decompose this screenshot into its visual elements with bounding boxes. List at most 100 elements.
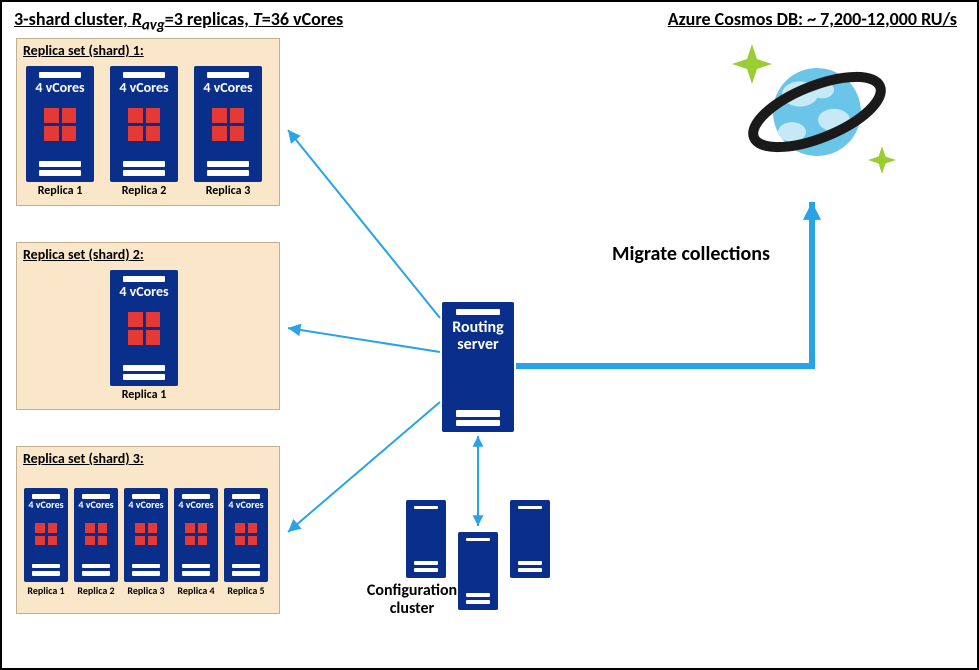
server-bottom-slots xyxy=(414,561,439,572)
header-left: 3-shard cluster, Ravg=3 replicas, T=36 v… xyxy=(14,8,343,35)
server-vcores-label: 4 vCores xyxy=(74,498,118,511)
server-vcores-label: 4 vCores xyxy=(194,79,262,96)
hl-rsub: avg xyxy=(142,17,165,35)
server-slot xyxy=(182,571,209,576)
shard3-replica-1: 4 vCoresReplica 1 xyxy=(24,488,68,597)
server-core-indicator xyxy=(35,536,45,546)
config-server-3 xyxy=(510,500,550,578)
shard3-replica-2: 4 vCoresReplica 2 xyxy=(74,488,118,597)
server-slot xyxy=(39,161,81,167)
server-core-indicator xyxy=(146,330,161,345)
server-core-indicator xyxy=(62,108,77,123)
server-core-indicator xyxy=(128,108,143,123)
server-core-indicator xyxy=(198,523,208,533)
server-vcores-label: 4 vCores xyxy=(124,498,168,511)
header-right: Azure Cosmos DB: ~ 7,200-12,000 RU/s xyxy=(668,8,957,30)
server-bottom-slots xyxy=(456,410,501,426)
server-body xyxy=(510,500,550,578)
server-core-grid xyxy=(128,312,161,345)
server-vcores-label: 4 vCores xyxy=(24,498,68,511)
replica-label: Replica 1 xyxy=(38,184,83,198)
hl-rvar: R xyxy=(132,8,142,30)
config-cluster-label: Configuration cluster xyxy=(342,582,482,617)
server-core-grid xyxy=(185,523,207,545)
server-body: 4 vCores xyxy=(194,66,262,182)
server-core-grid xyxy=(35,523,57,545)
replica-label: Replica 4 xyxy=(177,584,214,597)
shard2-title: Replica set (shard) 2: xyxy=(23,246,144,263)
server-body: 4 vCores xyxy=(110,66,178,182)
server-vcores-label: 4 vCores xyxy=(110,283,178,300)
server-core-indicator xyxy=(128,330,143,345)
server-slot xyxy=(456,410,501,417)
routing-line2: server xyxy=(457,335,498,354)
server-body xyxy=(406,500,446,578)
server-core-indicator xyxy=(98,536,108,546)
server-vcores-label: 4 vCores xyxy=(26,79,94,96)
diagram-canvas: 3-shard cluster, Ravg=3 replicas, T=36 v… xyxy=(0,0,979,670)
replica-label: Replica 1 xyxy=(122,388,167,402)
server-bottom-slots xyxy=(207,161,249,176)
server-slot xyxy=(123,365,165,371)
shard3-title: Replica set (shard) 3: xyxy=(23,450,144,467)
server-core-indicator xyxy=(248,523,258,533)
server-body: 4 vCores xyxy=(224,488,268,582)
server-core-indicator xyxy=(135,536,145,546)
hl-teq: =36 vCores xyxy=(262,8,343,30)
server-slot xyxy=(123,161,165,167)
server-core-indicator xyxy=(146,108,161,123)
server-vcores-label: 4 vCores xyxy=(224,498,268,511)
server-body: 4 vCores xyxy=(124,488,168,582)
server-top-slot xyxy=(414,506,439,510)
server-body: 4 vCores xyxy=(174,488,218,582)
replica-label: Replica 2 xyxy=(122,184,167,198)
server-bottom-slots xyxy=(518,561,543,572)
server-top-slot xyxy=(207,72,249,78)
server-core-indicator xyxy=(128,312,143,327)
server-core-indicator xyxy=(44,126,59,141)
server-top-slot xyxy=(123,72,165,78)
server-core-indicator xyxy=(148,536,158,546)
server-core-indicator xyxy=(198,536,208,546)
server-slot xyxy=(123,170,165,176)
server-core-indicator xyxy=(48,523,58,533)
server-slot xyxy=(414,568,439,572)
server-bottom-slots xyxy=(132,564,159,576)
server-core-indicator xyxy=(185,523,195,533)
server-core-grid xyxy=(85,523,107,545)
server-top-slot xyxy=(123,276,165,282)
server-slot xyxy=(82,571,109,576)
shard2-replica-1: 4 vCores Replica 1 xyxy=(110,270,178,402)
server-slot xyxy=(518,561,543,565)
server-bottom-slots xyxy=(82,564,109,576)
server-core-indicator xyxy=(44,108,59,123)
server-top-slot xyxy=(518,506,543,510)
shard1-replica-1: 4 vCores Replica 1 xyxy=(26,66,94,198)
server-core-indicator xyxy=(62,126,77,141)
server-core-indicator xyxy=(135,523,145,533)
replica-label: Replica 3 xyxy=(206,184,251,198)
server-slot xyxy=(456,420,501,427)
shard3-replica-5: 4 vCores Replica 5 xyxy=(224,488,268,597)
server-core-indicator xyxy=(212,108,227,123)
server-core-indicator xyxy=(146,126,161,141)
server-core-grid xyxy=(212,108,245,141)
server-core-indicator xyxy=(212,126,227,141)
replica-label: Replica 3 xyxy=(127,584,164,597)
server-slot xyxy=(207,170,249,176)
server-core-indicator xyxy=(85,523,95,533)
server-body: 4 vCores xyxy=(26,66,94,182)
hl-tvar: T xyxy=(253,8,262,30)
server-core-indicator xyxy=(146,312,161,327)
server-top-slot xyxy=(466,538,491,542)
server-core-grid xyxy=(44,108,77,141)
server-core-grid xyxy=(135,523,157,545)
server-core-indicator xyxy=(248,536,258,546)
migrate-label: Migrate collections xyxy=(612,242,770,266)
server-slot xyxy=(132,564,159,569)
hl-prefix: 3-shard cluster, xyxy=(14,8,132,30)
server-bottom-slots xyxy=(182,564,209,576)
replica-label: Replica 5 xyxy=(227,584,264,597)
shard1-replica-2: 4 vCores Replica 2 xyxy=(110,66,178,198)
shard3-replica-3: 4 vCores Replica 3 xyxy=(124,488,168,597)
